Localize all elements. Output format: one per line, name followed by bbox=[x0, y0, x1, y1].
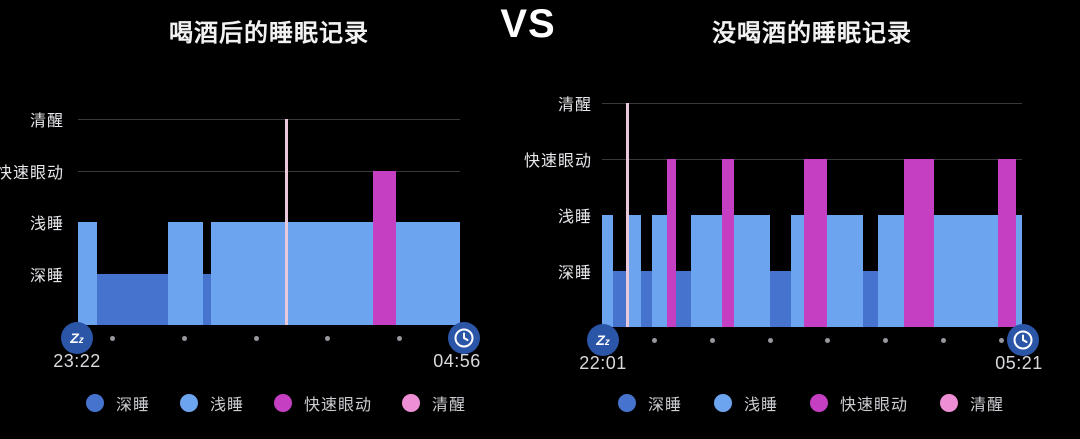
sleep-segment-light bbox=[288, 222, 373, 325]
ylabel-deep: 深睡 bbox=[29, 267, 64, 285]
legend-item-rem: 快速眼动 bbox=[810, 391, 908, 415]
axis-dot bbox=[825, 337, 831, 343]
left-chart-plot bbox=[78, 119, 460, 325]
sleep-segment-deep bbox=[612, 271, 626, 327]
sleep-segment-rem bbox=[997, 159, 1016, 327]
sleep-segment-light bbox=[1015, 215, 1022, 327]
left-chart-ylabels: 清醒 快速眼动 浅睡 深睡 bbox=[0, 113, 64, 325]
right-end-time: 05:21 bbox=[995, 353, 1043, 373]
left-chart-bars bbox=[78, 119, 460, 325]
axis-dot bbox=[397, 335, 402, 341]
left-axis-dots bbox=[110, 333, 402, 343]
rem-dot-icon bbox=[810, 394, 829, 412]
sleep-segment-deep bbox=[862, 271, 878, 327]
legend-item-deep: 深睡 bbox=[618, 391, 682, 415]
axis-dot bbox=[767, 337, 773, 343]
sleep-segment-light bbox=[933, 215, 998, 327]
gridline-awake bbox=[78, 119, 460, 120]
gridline-awake bbox=[602, 103, 1022, 104]
legend-item-light: 浅睡 bbox=[714, 391, 778, 415]
axis-dot bbox=[709, 337, 715, 343]
axis-dot bbox=[998, 337, 1004, 343]
sleep-segment-awake bbox=[285, 119, 289, 325]
awake-dot-icon bbox=[402, 394, 421, 412]
sleep-segment-deep bbox=[97, 273, 169, 325]
rem-dot-icon bbox=[274, 394, 293, 412]
sleep-segment-light bbox=[691, 215, 723, 327]
right-chart-plot bbox=[602, 103, 1022, 327]
light-sleep-dot-icon bbox=[714, 394, 733, 412]
axis-dot bbox=[652, 337, 657, 343]
gridline-rem bbox=[78, 170, 460, 172]
sleep-segment-light bbox=[602, 215, 613, 327]
sleep-segment-light bbox=[651, 215, 668, 327]
sleep-segment-rem bbox=[903, 159, 934, 327]
sleep-segment-light bbox=[211, 222, 286, 325]
sleep-segment-light bbox=[877, 215, 904, 327]
sleep-segment-awake bbox=[625, 103, 629, 327]
right-start-time: 22:01 bbox=[579, 353, 627, 373]
sleep-segment-light bbox=[628, 215, 642, 327]
sleep-segment-light bbox=[826, 215, 863, 327]
legend-item-awake: 清醒 bbox=[940, 391, 1004, 415]
axis-dot bbox=[253, 335, 259, 341]
sleep-segment-deep bbox=[641, 271, 652, 327]
legend-item-rem: 快速眼动 bbox=[274, 391, 372, 415]
awake-dot-icon bbox=[940, 394, 959, 412]
axis-dot bbox=[181, 335, 187, 341]
right-legend: 深睡 浅睡 快速眼动 清醒 bbox=[618, 391, 1004, 415]
ylabel-deep: 深睡 bbox=[557, 265, 592, 282]
sleep-segment-light bbox=[395, 222, 460, 325]
sleep-segment-light bbox=[168, 222, 204, 325]
ylabel-light: 浅睡 bbox=[557, 209, 592, 226]
sleep-segment-light bbox=[78, 222, 98, 325]
left-end-time: 04:56 bbox=[433, 351, 481, 371]
ylabel-rem: 快速眼动 bbox=[523, 153, 592, 170]
axis-dot bbox=[883, 337, 889, 343]
sleep-segment-light bbox=[791, 215, 804, 327]
sleep-segment-rem bbox=[372, 170, 396, 325]
legend-item-deep: 深睡 bbox=[86, 391, 150, 415]
right-chart-ylabels: 清醒 快速眼动 浅睡 深睡 bbox=[516, 97, 592, 327]
vs-label: VS bbox=[500, 2, 556, 46]
zz-icon: Zz bbox=[587, 324, 619, 356]
ylabel-rem: 快速眼动 bbox=[0, 164, 64, 182]
clock-icon bbox=[1007, 324, 1039, 356]
clock-icon bbox=[448, 322, 480, 354]
legend-item-awake: 清醒 bbox=[402, 391, 466, 415]
sleep-segment-rem bbox=[803, 159, 827, 327]
sleep-segment-deep bbox=[675, 271, 692, 327]
light-sleep-dot-icon bbox=[180, 394, 199, 412]
sleep-segment-rem bbox=[667, 159, 676, 327]
sleep-segment-light bbox=[734, 215, 771, 327]
sleep-segment-rem bbox=[722, 159, 735, 327]
zz-icon: Zz bbox=[61, 322, 93, 354]
ylabel-awake: 清醒 bbox=[557, 97, 592, 114]
right-chart-bars bbox=[602, 103, 1022, 327]
axis-dot bbox=[941, 337, 947, 343]
axis-dot bbox=[325, 335, 331, 341]
deep-sleep-dot-icon bbox=[86, 394, 104, 412]
right-chart-title: 没喝酒的睡眠记录 bbox=[712, 20, 912, 47]
left-chart-title: 喝酒后的睡眠记录 bbox=[169, 20, 369, 47]
sleep-segment-deep bbox=[203, 273, 212, 325]
ylabel-light: 浅睡 bbox=[29, 216, 64, 233]
left-legend: 深睡 浅睡 快速眼动 清醒 bbox=[86, 391, 466, 415]
deep-sleep-dot-icon bbox=[618, 394, 636, 412]
left-start-time: 23:22 bbox=[53, 351, 101, 371]
axis-dot bbox=[110, 335, 115, 341]
ylabel-awake: 清醒 bbox=[29, 113, 64, 130]
sleep-segment-deep bbox=[770, 271, 792, 327]
legend-item-light: 浅睡 bbox=[180, 391, 244, 415]
right-axis-dots bbox=[652, 335, 1004, 345]
